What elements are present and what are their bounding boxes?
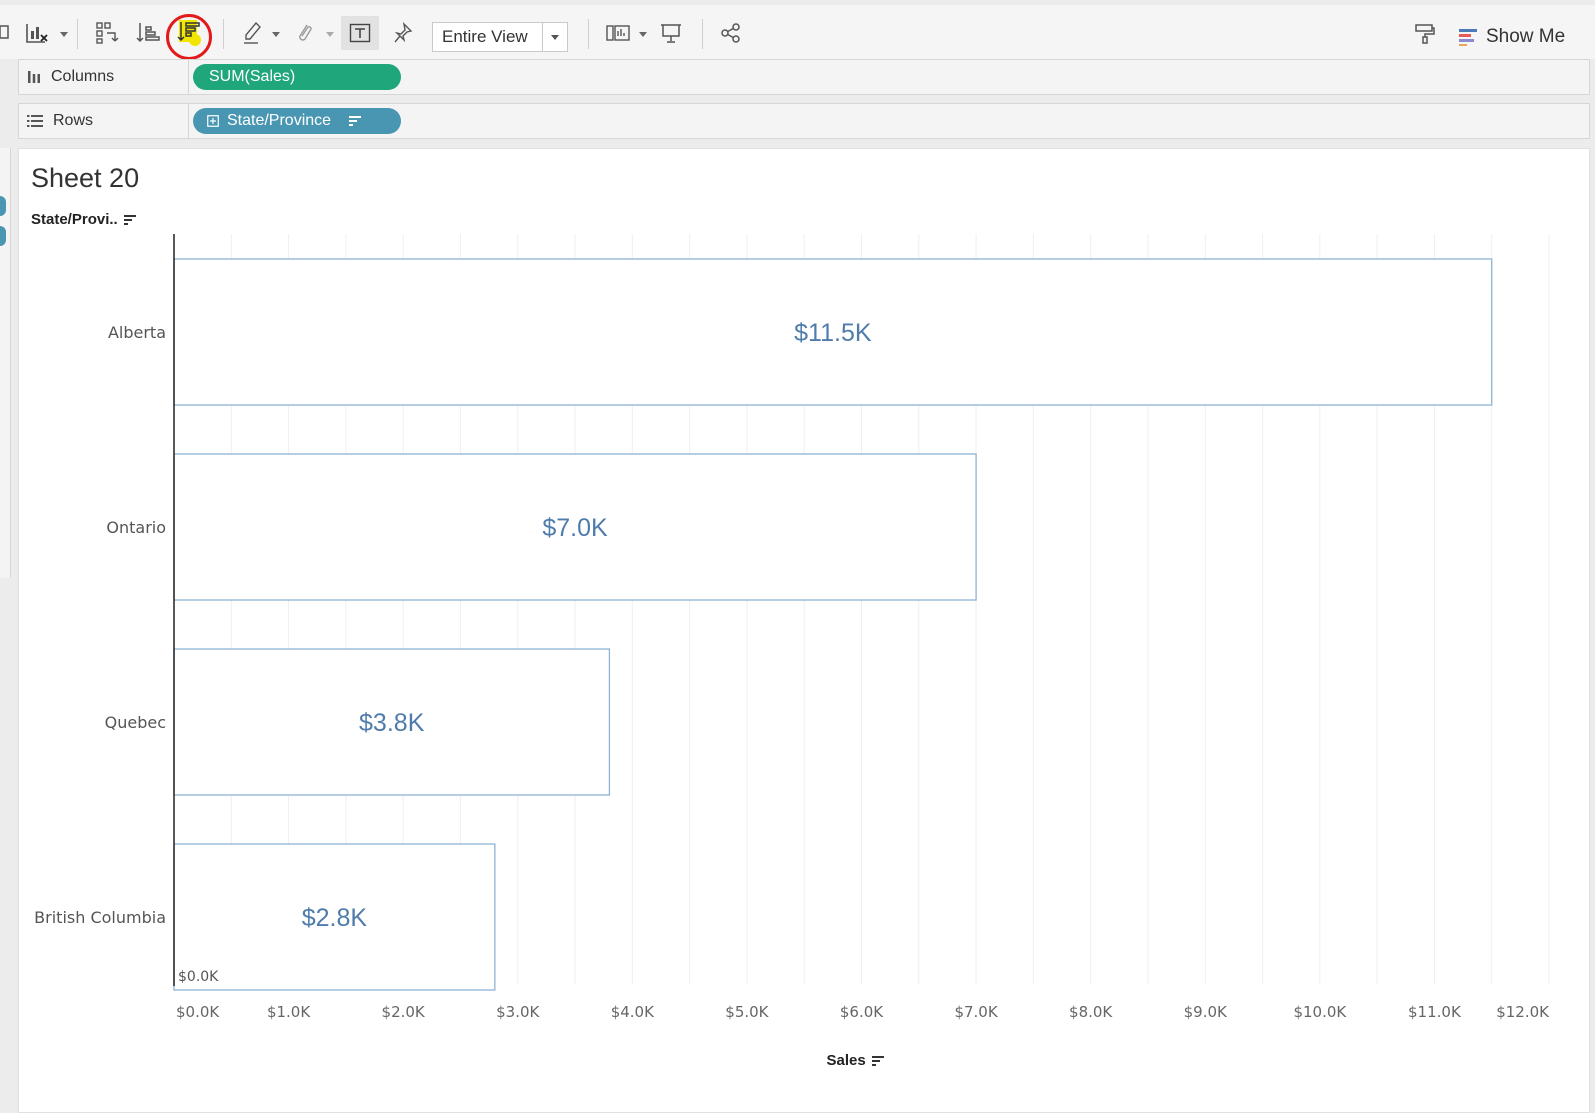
category-label: Alberta bbox=[108, 323, 166, 342]
field-marker bbox=[0, 226, 6, 246]
rows-label: Rows bbox=[53, 112, 94, 129]
format-painter-icon[interactable] bbox=[1410, 16, 1440, 50]
show-me-button[interactable]: Show Me bbox=[1458, 22, 1565, 52]
pin-icon[interactable] bbox=[390, 16, 416, 50]
share-icon[interactable] bbox=[716, 16, 746, 50]
x-tick-label: $12.0K bbox=[1496, 1003, 1550, 1021]
show-me-label: Show Me bbox=[1486, 26, 1566, 47]
show-labels-icon[interactable] bbox=[341, 16, 379, 50]
view-size-dropdown[interactable]: Entire View bbox=[432, 22, 568, 52]
sort-icon[interactable] bbox=[123, 214, 138, 226]
bar-quebec bbox=[173, 648, 611, 796]
bar-ontario bbox=[173, 453, 977, 601]
field-marker bbox=[0, 196, 6, 216]
highlight-pen-icon[interactable] bbox=[240, 16, 264, 50]
group-members-icon[interactable] bbox=[292, 16, 316, 50]
chevron-down-icon[interactable] bbox=[272, 32, 280, 37]
row-header-label: State/Provi.. bbox=[31, 211, 118, 228]
x-tick-label: $5.0K bbox=[725, 1003, 769, 1021]
sort-icon[interactable] bbox=[349, 115, 363, 127]
x-tick-label: $8.0K bbox=[1069, 1003, 1113, 1021]
rows-shelf-label: Rows bbox=[19, 104, 189, 138]
rows-shelf[interactable]: Rows State/Province bbox=[18, 103, 1590, 139]
category-label: Quebec bbox=[105, 713, 166, 732]
rows-icon bbox=[27, 115, 43, 127]
columns-label: Columns bbox=[51, 68, 115, 85]
state-province-pill[interactable]: State/Province bbox=[193, 108, 401, 134]
sort-descending-icon[interactable] bbox=[174, 16, 204, 50]
show-me-icon bbox=[1459, 29, 1477, 46]
x-tick-label: $11.0K bbox=[1408, 1003, 1462, 1021]
expand-icon[interactable] bbox=[207, 115, 219, 127]
sort-icon[interactable] bbox=[871, 1055, 886, 1067]
x-tick-label: $10.0K bbox=[1293, 1003, 1347, 1021]
show-cards-icon[interactable] bbox=[604, 16, 634, 50]
sheet-title[interactable]: Sheet 20 bbox=[31, 163, 140, 193]
view-size-value: Entire View bbox=[442, 27, 528, 46]
x-axis-title[interactable]: Sales bbox=[827, 1052, 886, 1069]
bar-british-columbia bbox=[173, 843, 496, 991]
chevron-down-icon[interactable] bbox=[60, 32, 68, 37]
state-province-pill-label: State/Province bbox=[227, 112, 332, 129]
row-header-state-province[interactable]: State/Provi.. bbox=[31, 211, 138, 228]
view-canvas[interactable]: Sheet 20 State/Provi.. $11.5K Alberta $7.0… bbox=[18, 148, 1590, 1113]
left-panel-edge bbox=[0, 148, 11, 578]
x-tick-label: $1.0K bbox=[267, 1003, 311, 1021]
columns-shelf-label: Columns bbox=[19, 60, 189, 94]
sum-sales-pill-label: SUM(Sales) bbox=[209, 68, 296, 85]
presentation-mode-icon[interactable] bbox=[656, 16, 686, 50]
data-label: $7.0K bbox=[542, 514, 608, 542]
inner-axis-label: $0.0K bbox=[178, 969, 219, 985]
data-label: $3.8K bbox=[359, 709, 425, 737]
category-label: Ontario bbox=[106, 518, 166, 537]
columns-icon bbox=[28, 71, 40, 83]
bar-chart: $11.5K Alberta $7.0K Ontario $3.8K Quebec $2.8… bbox=[34, 234, 1550, 1021]
bar-alberta bbox=[173, 258, 1493, 406]
chevron-down-icon[interactable] bbox=[542, 23, 567, 51]
sort-ascending-icon[interactable] bbox=[134, 16, 164, 50]
x-tick-label: $2.0K bbox=[382, 1003, 426, 1021]
sum-sales-pill[interactable]: SUM(Sales) bbox=[193, 64, 401, 90]
x-tick-label: $6.0K bbox=[840, 1003, 884, 1021]
x-tick-label: $7.0K bbox=[954, 1003, 998, 1021]
x-tick-label: $9.0K bbox=[1184, 1003, 1228, 1021]
swap-rows-columns-icon[interactable] bbox=[92, 16, 122, 50]
x-tick-label: $4.0K bbox=[611, 1003, 655, 1021]
clear-sheet-icon[interactable] bbox=[22, 16, 52, 50]
data-label: $2.8K bbox=[302, 904, 368, 932]
columns-shelf[interactable]: Columns SUM(Sales) bbox=[18, 59, 1590, 95]
toolbar: Entire View Show Me bbox=[0, 5, 1595, 60]
category-label: British Columbia bbox=[34, 908, 166, 927]
chevron-down-icon[interactable] bbox=[639, 32, 647, 37]
x-tick-label: $0.0K bbox=[176, 1003, 220, 1021]
x-tick-label: $3.0K bbox=[496, 1003, 540, 1021]
x-axis-title-label: Sales bbox=[826, 1052, 866, 1069]
data-label: $11.5K bbox=[794, 319, 872, 347]
new-datasource-icon[interactable] bbox=[0, 16, 12, 50]
chevron-down-icon[interactable] bbox=[326, 32, 334, 37]
